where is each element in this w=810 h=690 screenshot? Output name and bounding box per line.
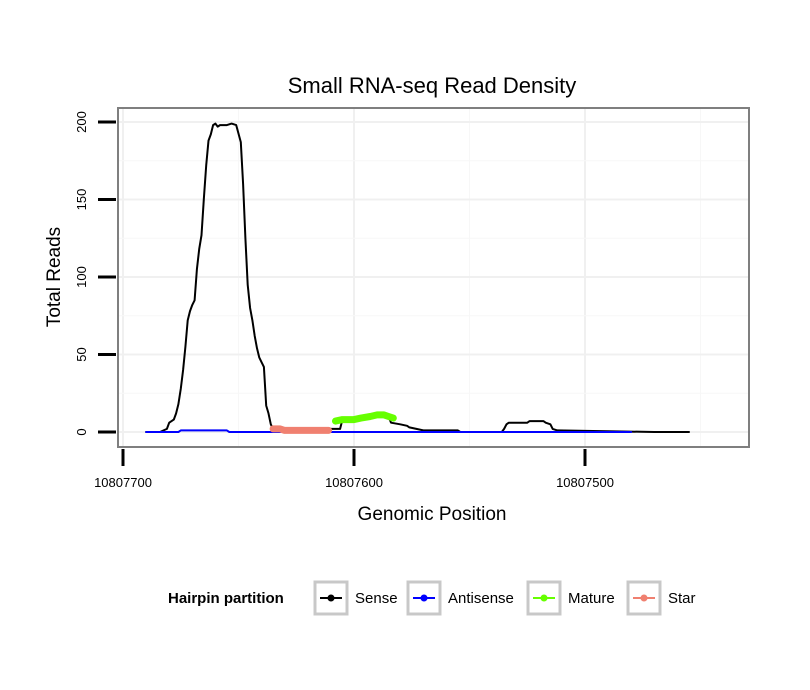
series-line-antisense — [145, 429, 633, 433]
plot-panel-border — [117, 107, 750, 448]
legend-entry-star: Star — [626, 580, 696, 616]
legend-key-point — [327, 594, 335, 602]
y-axis-title: Total Reads — [44, 227, 65, 327]
series-antisense — [145, 429, 633, 433]
x-axis-title: Genomic Position — [358, 504, 507, 525]
y-tick-label: 100 — [74, 266, 89, 288]
series-layer — [145, 122, 690, 434]
grid-lines — [118, 108, 749, 447]
legend-label: Star — [668, 590, 696, 607]
series-star — [269, 425, 333, 434]
legend-entry-antisense: Antisense — [406, 580, 514, 616]
series-line-star — [269, 425, 333, 434]
y-tick-label: 0 — [74, 428, 89, 435]
legend-key-point — [640, 594, 648, 602]
legend-entry-sense: Sense — [313, 580, 398, 616]
legend-key-point — [420, 594, 428, 602]
legend-label: Antisense — [448, 590, 514, 607]
legend-key-point — [540, 594, 548, 602]
y-tick-label: 200 — [74, 111, 89, 133]
legend-title: Hairpin partition — [168, 590, 284, 607]
series-mature — [332, 411, 397, 425]
y-tick-label: 50 — [74, 347, 89, 361]
legend: Hairpin partition Sense Antisense Mature St… — [168, 580, 696, 616]
legend-label: Mature — [568, 590, 615, 607]
legend-entry-mature: Mature — [526, 580, 615, 616]
x-tick-label: 10807500 — [556, 475, 614, 490]
chart-title: Small RNA-seq Read Density — [288, 73, 577, 98]
x-tick-label: 10807600 — [325, 475, 383, 490]
x-tick-label: 10807700 — [94, 475, 152, 490]
axes: 0 50 100 150 200 10807700 10807600 10807500 — [74, 111, 614, 490]
y-tick-label: 150 — [74, 189, 89, 211]
legend-label: Sense — [355, 590, 398, 607]
series-line-mature — [332, 411, 397, 425]
